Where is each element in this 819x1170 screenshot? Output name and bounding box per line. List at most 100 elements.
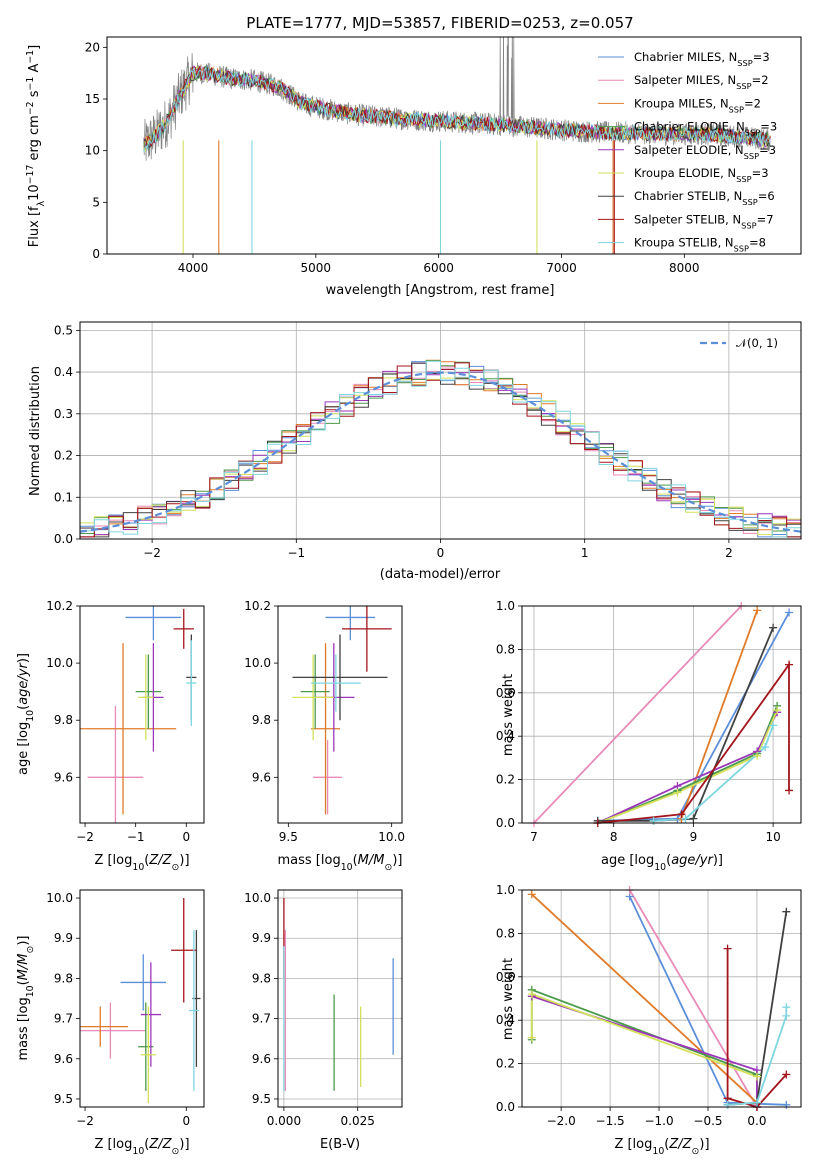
panel-age-vs-Z: −2 −1 09.69.810.010.2Z [log10(Z/Z⊙)]age [l… xyxy=(16,599,205,873)
label-part: 10 xyxy=(132,1146,144,1157)
x-tick-label: 8000 xyxy=(669,261,700,275)
label-part: SSP xyxy=(742,197,757,207)
axes-frame xyxy=(79,605,205,824)
y-tick-label: 10.2 xyxy=(244,599,271,613)
label-part: )] xyxy=(699,1137,709,1152)
plot-area xyxy=(80,898,201,1103)
x-tick-label: 9 xyxy=(690,830,698,844)
x-tick-label: 0 xyxy=(182,830,190,844)
label-part: SSP xyxy=(741,220,756,230)
x-tick-label: −2.0 xyxy=(547,1114,576,1128)
y-tick-label: 9.6 xyxy=(252,770,271,784)
weight-line-8 xyxy=(727,1007,788,1106)
y-tick-label: 9.8 xyxy=(252,971,271,985)
label-part: age [log xyxy=(601,853,654,868)
label-part: =3 xyxy=(759,143,776,157)
label-part: ( xyxy=(664,1137,669,1152)
weight-marker-7 xyxy=(785,660,794,669)
x-tick-label: 2 xyxy=(725,546,733,560)
y-tick-label: 10.0 xyxy=(46,656,73,670)
label-part: )] xyxy=(713,853,723,868)
x-tick-label: −0.5 xyxy=(693,1114,722,1128)
y-axis-label: mass [log10(M/M⊙)] xyxy=(16,936,36,1061)
y-tick-label: 0.0 xyxy=(496,816,515,830)
label-part: 10 xyxy=(341,862,353,873)
label-part: =3 xyxy=(753,50,770,64)
axes-frame xyxy=(277,889,403,1108)
panel-spectrum: 4000 5000 6000 7000 8000 0 5 10 15 20 PLATE=1777, … xyxy=(25,14,802,298)
y-tick-label: 0.5 xyxy=(54,323,73,337)
label-part: Salpeter STELIB, N xyxy=(634,212,741,226)
plot-area xyxy=(80,606,197,823)
label-part: Kroupa STELIB, N xyxy=(634,236,734,250)
axes-frame xyxy=(79,321,802,540)
weight-marker-8 xyxy=(761,743,770,752)
weight-marker-6 xyxy=(782,907,791,916)
label-part: )] xyxy=(392,853,402,868)
label-part: SSP xyxy=(737,58,752,68)
y-tick-label: 0 xyxy=(92,247,100,261)
weight-marker-5 xyxy=(773,706,782,715)
plot-area xyxy=(292,606,392,815)
model-spectrum-8 xyxy=(143,67,771,153)
label-part: ⊙ xyxy=(384,862,392,873)
weight-marker-7 xyxy=(785,786,794,795)
label-part: SSP xyxy=(734,244,749,254)
label-part: =6 xyxy=(758,189,775,203)
weight-marker-8 xyxy=(681,814,690,823)
label-part: ( xyxy=(353,853,358,868)
y-tick-label: 5 xyxy=(92,195,100,209)
x-tick-label: 8 xyxy=(610,830,618,844)
plot-area xyxy=(80,359,801,538)
axes-frame xyxy=(79,889,205,1108)
label-part: mass [log xyxy=(278,853,341,868)
label-part: erg cm xyxy=(27,115,42,164)
x-axis-label: Z [log10(Z/Z⊙)] xyxy=(94,1137,189,1157)
plot-area xyxy=(143,37,771,254)
axes-frame xyxy=(521,605,802,824)
label-part: λ xyxy=(36,200,47,206)
chart-title: PLATE=1777, MJD=53857, FIBERID=0253, z=0… xyxy=(246,14,633,32)
label-part: Z/Z xyxy=(148,853,172,868)
label-part: M/M xyxy=(358,853,385,868)
y-tick-label: 10.2 xyxy=(46,599,73,613)
weight-marker-7 xyxy=(723,944,732,953)
y-tick-label: 0.2 xyxy=(496,1057,515,1071)
x-tick-label: 7 xyxy=(530,830,538,844)
normal-curve xyxy=(80,371,801,533)
label-part: age [log xyxy=(16,722,31,775)
legend-entry: 𝒩(0, 1) xyxy=(736,336,778,350)
x-tick-label: −1 xyxy=(127,830,145,844)
label-part: )] xyxy=(16,936,31,946)
x-tick-label: −1.0 xyxy=(644,1114,673,1128)
weight-line-4 xyxy=(531,995,758,1107)
y-tick-label: 9.9 xyxy=(54,931,73,945)
weight-marker-5 xyxy=(527,990,536,999)
y-tick-label: 10 xyxy=(85,144,100,158)
weight-line-3 xyxy=(597,705,778,823)
label-part: =3 xyxy=(760,120,777,134)
label-part: Chabrier STELIB, N xyxy=(634,189,742,203)
label-part: M/M xyxy=(16,954,31,981)
x-tick-label: −2 xyxy=(76,1114,94,1128)
plot-area xyxy=(533,606,790,823)
x-tick-label: 6000 xyxy=(423,261,454,275)
legend-entry-2: Kroupa MILES, NSSP=2 xyxy=(634,96,761,114)
x-axis-label: wavelength [Angstrom, rest frame] xyxy=(326,283,555,298)
y-tick-label: 0.2 xyxy=(54,449,73,463)
x-tick-label: 1 xyxy=(581,546,589,560)
y-tick-label: 0.4 xyxy=(496,1013,515,1027)
panel-age-vs-mass: 9.5 10.0 9.6 9.8 10.0 10.2 mass [log10(M/M⊙)] xyxy=(244,599,405,873)
y-axis-label: Flux [fλ10−17 erg cm−2 s−1 A−1] xyxy=(25,45,47,247)
label-part: −1 xyxy=(25,77,36,91)
label-part: age/yr xyxy=(16,661,31,704)
label-part: Z [log xyxy=(94,853,132,868)
y-tick-label: 0.0 xyxy=(54,532,73,546)
histogram-8 xyxy=(80,360,801,538)
x-axis-label: Z [log10(Z/Z⊙)] xyxy=(94,853,189,873)
panel-weight-vs-Z: −2.0 −1.5 −1.0 −0.5 0.0 0.0 0.2 0.4 0.6 0.8 1.0 Z [… xyxy=(496,883,802,1157)
y-tick-label: 0.3 xyxy=(54,407,73,421)
weight-marker-8 xyxy=(782,1011,791,1020)
